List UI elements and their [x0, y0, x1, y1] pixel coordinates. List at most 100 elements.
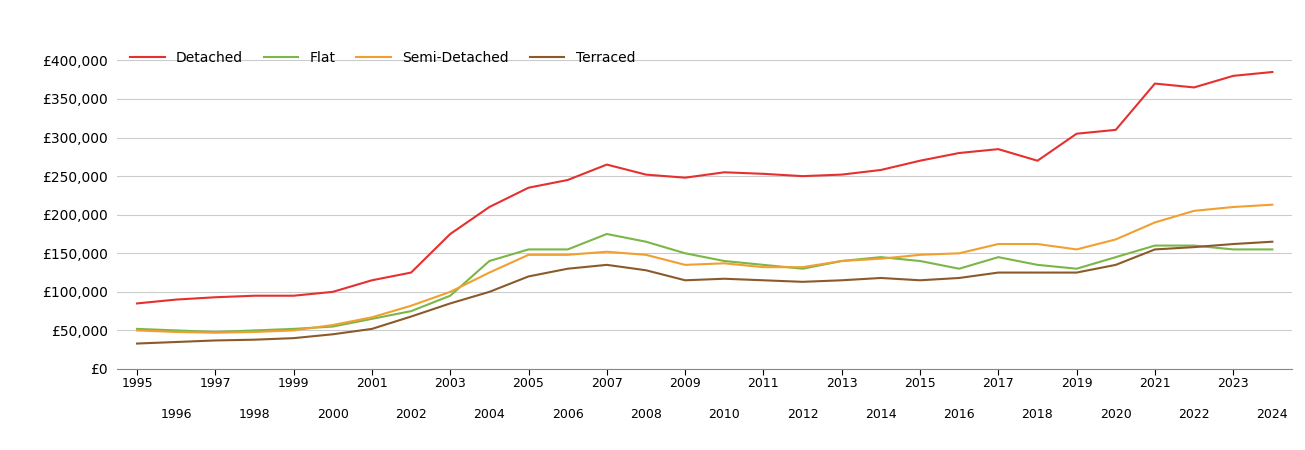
- Flat: [1030, 262, 1045, 268]
- Terraced: [207, 338, 223, 343]
- Semi-Detached: [1030, 241, 1045, 247]
- Terraced: [560, 266, 576, 271]
- Text: 2010: 2010: [709, 408, 740, 421]
- Flat: [129, 326, 145, 332]
- Flat: [207, 329, 223, 335]
- Semi-Detached: [1225, 204, 1241, 210]
- Semi-Detached: [638, 252, 654, 257]
- Text: 2008: 2008: [630, 408, 662, 421]
- Semi-Detached: [560, 252, 576, 257]
- Flat: [325, 324, 341, 329]
- Terraced: [912, 278, 928, 283]
- Text: 1996: 1996: [161, 408, 192, 421]
- Semi-Detached: [951, 251, 967, 256]
- Terraced: [1147, 247, 1163, 252]
- Text: 1998: 1998: [239, 408, 270, 421]
- Flat: [1265, 247, 1280, 252]
- Flat: [873, 254, 889, 260]
- Detached: [677, 175, 693, 180]
- Text: 2002: 2002: [395, 408, 427, 421]
- Detached: [521, 185, 536, 190]
- Detached: [1108, 127, 1124, 133]
- Terraced: [599, 262, 615, 268]
- Line: Terraced: Terraced: [137, 242, 1272, 343]
- Semi-Detached: [482, 270, 497, 275]
- Semi-Detached: [364, 315, 380, 320]
- Flat: [599, 231, 615, 237]
- Detached: [834, 172, 850, 177]
- Flat: [364, 316, 380, 322]
- Terraced: [1225, 241, 1241, 247]
- Text: 2006: 2006: [552, 408, 583, 421]
- Flat: [1108, 254, 1124, 260]
- Terraced: [1108, 262, 1124, 268]
- Semi-Detached: [521, 252, 536, 257]
- Flat: [912, 258, 928, 264]
- Terraced: [286, 335, 301, 341]
- Semi-Detached: [1186, 208, 1202, 214]
- Detached: [1265, 69, 1280, 75]
- Line: Flat: Flat: [137, 234, 1272, 332]
- Flat: [951, 266, 967, 271]
- Semi-Detached: [912, 252, 928, 257]
- Terraced: [990, 270, 1006, 275]
- Detached: [129, 301, 145, 306]
- Flat: [442, 293, 458, 298]
- Semi-Detached: [325, 322, 341, 328]
- Terraced: [716, 276, 732, 281]
- Semi-Detached: [677, 262, 693, 268]
- Terraced: [442, 301, 458, 306]
- Detached: [286, 293, 301, 298]
- Detached: [442, 231, 458, 237]
- Text: 2024: 2024: [1257, 408, 1288, 421]
- Detached: [1030, 158, 1045, 163]
- Terraced: [756, 278, 771, 283]
- Detached: [1069, 131, 1084, 136]
- Flat: [286, 326, 301, 332]
- Terraced: [873, 275, 889, 281]
- Detached: [638, 172, 654, 177]
- Flat: [1186, 243, 1202, 248]
- Semi-Detached: [873, 256, 889, 261]
- Detached: [716, 170, 732, 175]
- Detached: [951, 150, 967, 156]
- Terraced: [482, 289, 497, 295]
- Flat: [247, 328, 262, 333]
- Detached: [873, 167, 889, 173]
- Terraced: [1030, 270, 1045, 275]
- Terraced: [364, 326, 380, 332]
- Semi-Detached: [207, 330, 223, 335]
- Semi-Detached: [403, 303, 419, 308]
- Semi-Detached: [990, 241, 1006, 247]
- Detached: [1186, 85, 1202, 90]
- Text: 2014: 2014: [865, 408, 897, 421]
- Terraced: [638, 268, 654, 273]
- Terraced: [521, 274, 536, 279]
- Flat: [990, 254, 1006, 260]
- Line: Semi-Detached: Semi-Detached: [137, 205, 1272, 333]
- Flat: [716, 258, 732, 264]
- Text: 2000: 2000: [317, 408, 348, 421]
- Detached: [482, 204, 497, 210]
- Flat: [1147, 243, 1163, 248]
- Detached: [247, 293, 262, 298]
- Flat: [1225, 247, 1241, 252]
- Detached: [990, 146, 1006, 152]
- Detached: [325, 289, 341, 295]
- Semi-Detached: [716, 261, 732, 266]
- Terraced: [834, 278, 850, 283]
- Terraced: [247, 337, 262, 342]
- Detached: [599, 162, 615, 167]
- Semi-Detached: [1265, 202, 1280, 207]
- Flat: [677, 251, 693, 256]
- Flat: [1069, 266, 1084, 271]
- Detached: [207, 295, 223, 300]
- Detached: [168, 297, 184, 302]
- Semi-Detached: [247, 329, 262, 335]
- Terraced: [325, 332, 341, 337]
- Semi-Detached: [286, 328, 301, 333]
- Flat: [560, 247, 576, 252]
- Detached: [1225, 73, 1241, 79]
- Flat: [834, 258, 850, 264]
- Terraced: [129, 341, 145, 346]
